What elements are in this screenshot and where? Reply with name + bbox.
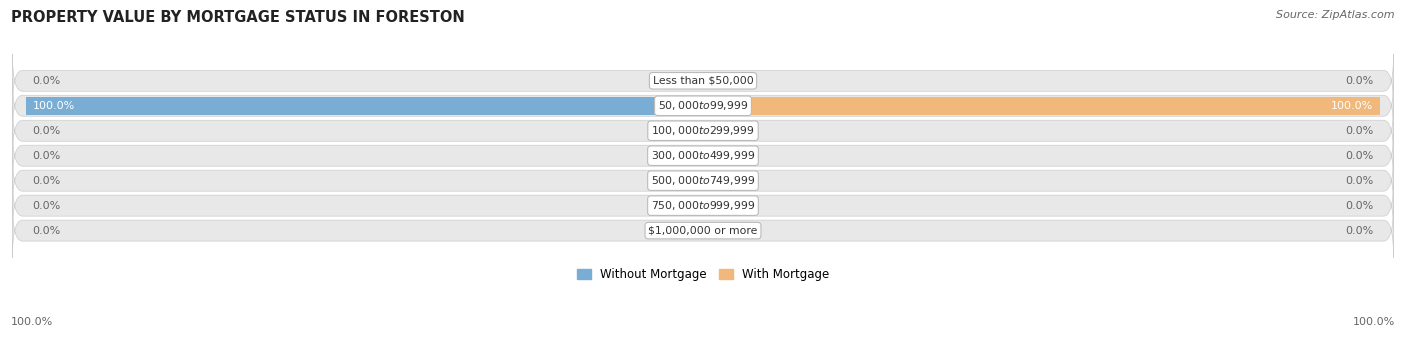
Text: 0.0%: 0.0% — [32, 201, 60, 211]
Text: Less than $50,000: Less than $50,000 — [652, 76, 754, 86]
Text: $750,000 to $999,999: $750,000 to $999,999 — [651, 199, 755, 212]
Text: $50,000 to $99,999: $50,000 to $99,999 — [658, 99, 748, 112]
Text: 100.0%: 100.0% — [1331, 101, 1374, 111]
Text: Source: ZipAtlas.com: Source: ZipAtlas.com — [1277, 10, 1395, 20]
Bar — [25, 97, 703, 115]
FancyBboxPatch shape — [13, 79, 1393, 133]
Text: 0.0%: 0.0% — [1346, 76, 1374, 86]
Text: 100.0%: 100.0% — [1353, 317, 1395, 327]
FancyBboxPatch shape — [13, 179, 1393, 233]
Text: 0.0%: 0.0% — [1346, 176, 1374, 186]
FancyBboxPatch shape — [13, 129, 1393, 183]
Text: 0.0%: 0.0% — [32, 76, 60, 86]
FancyBboxPatch shape — [13, 104, 1393, 158]
Text: PROPERTY VALUE BY MORTGAGE STATUS IN FORESTON: PROPERTY VALUE BY MORTGAGE STATUS IN FOR… — [11, 10, 465, 25]
Text: $500,000 to $749,999: $500,000 to $749,999 — [651, 174, 755, 187]
FancyBboxPatch shape — [13, 204, 1393, 257]
Text: 0.0%: 0.0% — [1346, 201, 1374, 211]
Text: $300,000 to $499,999: $300,000 to $499,999 — [651, 149, 755, 162]
Text: $1,000,000 or more: $1,000,000 or more — [648, 226, 758, 236]
Text: 0.0%: 0.0% — [32, 126, 60, 136]
Text: $100,000 to $299,999: $100,000 to $299,999 — [651, 124, 755, 137]
Bar — [703, 97, 1381, 115]
Text: 100.0%: 100.0% — [32, 101, 75, 111]
Text: 0.0%: 0.0% — [32, 226, 60, 236]
Text: 100.0%: 100.0% — [11, 317, 53, 327]
Text: 0.0%: 0.0% — [32, 176, 60, 186]
Legend: Without Mortgage, With Mortgage: Without Mortgage, With Mortgage — [576, 268, 830, 281]
Text: 0.0%: 0.0% — [1346, 126, 1374, 136]
Text: 0.0%: 0.0% — [1346, 226, 1374, 236]
FancyBboxPatch shape — [13, 154, 1393, 208]
Text: 0.0%: 0.0% — [1346, 151, 1374, 161]
Text: 0.0%: 0.0% — [32, 151, 60, 161]
FancyBboxPatch shape — [13, 54, 1393, 108]
